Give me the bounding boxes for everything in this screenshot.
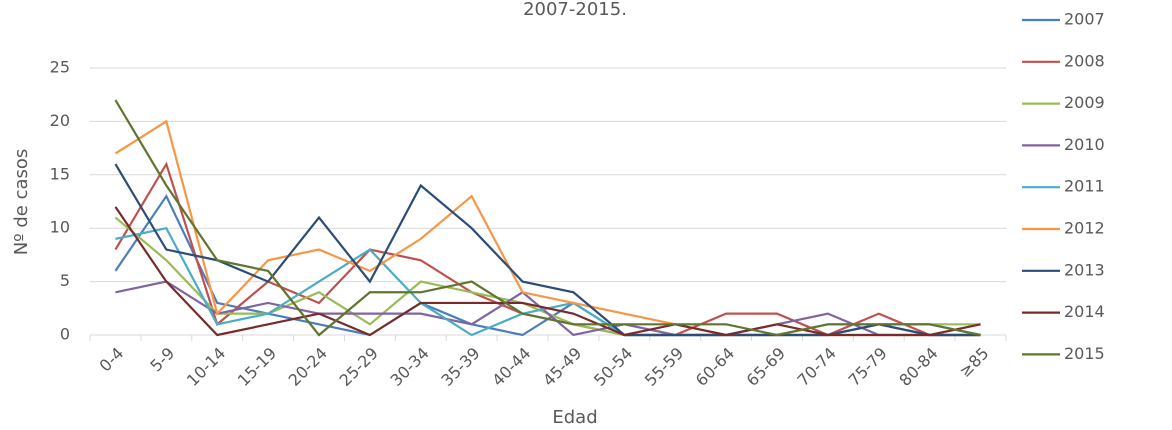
x-tick-label: 60-64 bbox=[692, 344, 738, 390]
y-tick-label: 5 bbox=[60, 271, 70, 290]
y-axis-label: Nº de casos bbox=[11, 149, 32, 256]
x-tick-label: ≥85 bbox=[955, 344, 992, 381]
x-tick-label: 10-14 bbox=[183, 344, 229, 390]
legend-label: 2013 bbox=[1064, 260, 1105, 279]
x-tick-label: 25-29 bbox=[336, 344, 382, 390]
legend-label: 2011 bbox=[1064, 177, 1105, 196]
legend-label: 2007 bbox=[1064, 10, 1105, 29]
y-tick-label: 15 bbox=[50, 164, 70, 183]
x-tick-label: 55-59 bbox=[641, 344, 687, 390]
series-line bbox=[115, 280, 981, 337]
x-tick-label: 50-54 bbox=[590, 344, 636, 390]
x-tick-label: 0-4 bbox=[96, 344, 128, 376]
x-tick-label: 5-9 bbox=[146, 344, 178, 376]
x-tick-label: 35-39 bbox=[437, 344, 483, 390]
x-tick-label: 75-79 bbox=[844, 344, 890, 390]
y-tick-label: 20 bbox=[50, 111, 70, 130]
x-tick-label: 45-49 bbox=[539, 344, 585, 390]
y-tick-label: 25 bbox=[50, 58, 70, 77]
x-tick-label: 40-44 bbox=[488, 344, 534, 390]
legend-label: 2012 bbox=[1064, 219, 1105, 238]
x-tick-label: 15-19 bbox=[234, 344, 280, 390]
x-tick-label: 30-34 bbox=[386, 344, 432, 390]
legend-label: 2008 bbox=[1064, 51, 1105, 70]
chart-title: 2007-2015. bbox=[523, 0, 627, 20]
legend-label: 2010 bbox=[1064, 135, 1105, 154]
x-axis-label: Edad bbox=[552, 407, 597, 428]
legend-label: 2009 bbox=[1064, 93, 1105, 112]
legend-label: 2015 bbox=[1064, 344, 1105, 363]
x-tick-label: 80-84 bbox=[895, 344, 941, 390]
series-line bbox=[114, 206, 981, 337]
series-line bbox=[114, 163, 981, 337]
series-line bbox=[114, 99, 981, 337]
y-tick-label: 0 bbox=[60, 325, 70, 344]
x-tick-label: 20-24 bbox=[285, 344, 331, 390]
x-tick-label: 70-74 bbox=[794, 344, 840, 390]
x-tick-label: 65-69 bbox=[743, 344, 789, 390]
y-tick-label: 10 bbox=[50, 218, 70, 237]
legend-label: 2014 bbox=[1064, 302, 1105, 321]
